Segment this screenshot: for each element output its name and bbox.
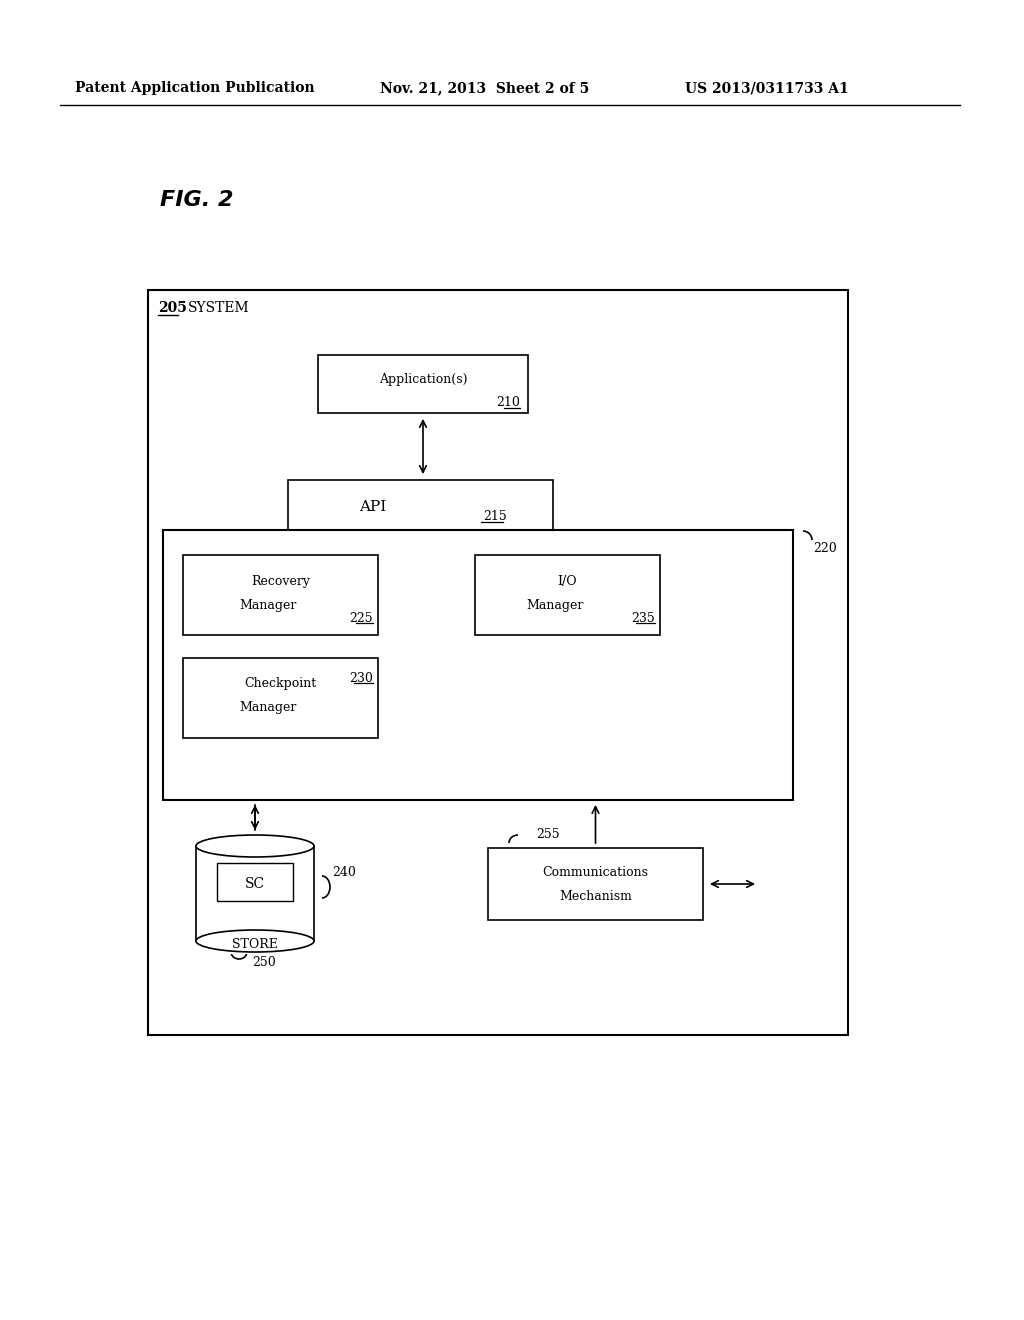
Bar [163, 531, 793, 800]
Text: 240: 240 [332, 866, 356, 879]
Bar [288, 480, 553, 531]
Text: 205: 205 [158, 301, 186, 315]
Text: 250: 250 [252, 956, 275, 969]
Text: Application(s): Application(s) [379, 372, 467, 385]
Bar [183, 554, 378, 635]
Ellipse shape [196, 931, 314, 952]
Text: 255: 255 [536, 829, 560, 842]
Text: SC: SC [245, 876, 265, 891]
Ellipse shape [196, 836, 314, 857]
Text: Manager: Manager [526, 598, 584, 611]
Text: Checkpoint: Checkpoint [245, 677, 316, 690]
Text: Patent Application Publication: Patent Application Publication [75, 81, 314, 95]
Text: 230: 230 [349, 672, 373, 685]
Text: Manager: Manager [240, 701, 297, 714]
Text: STORE: STORE [232, 937, 278, 950]
Text: US 2013/0311733 A1: US 2013/0311733 A1 [685, 81, 849, 95]
Bar [475, 554, 660, 635]
Text: 210: 210 [496, 396, 520, 408]
Text: FIG. 2: FIG. 2 [160, 190, 233, 210]
Text: 220: 220 [813, 541, 837, 554]
Bar [488, 847, 703, 920]
Bar [196, 846, 314, 941]
Text: Communications: Communications [543, 866, 648, 879]
Text: Recovery: Recovery [251, 574, 310, 587]
Text: SYSTEM: SYSTEM [188, 301, 250, 315]
Text: 215: 215 [483, 510, 507, 523]
Text: Mechanism: Mechanism [559, 890, 632, 903]
Bar [217, 863, 293, 902]
Bar [148, 290, 848, 1035]
Text: I/O: I/O [558, 574, 578, 587]
Text: Manager: Manager [240, 598, 297, 611]
Text: 225: 225 [349, 611, 373, 624]
Text: API: API [359, 500, 387, 513]
Text: Nov. 21, 2013  Sheet 2 of 5: Nov. 21, 2013 Sheet 2 of 5 [380, 81, 589, 95]
Bar [318, 355, 528, 413]
Text: 235: 235 [631, 611, 655, 624]
Bar [183, 657, 378, 738]
